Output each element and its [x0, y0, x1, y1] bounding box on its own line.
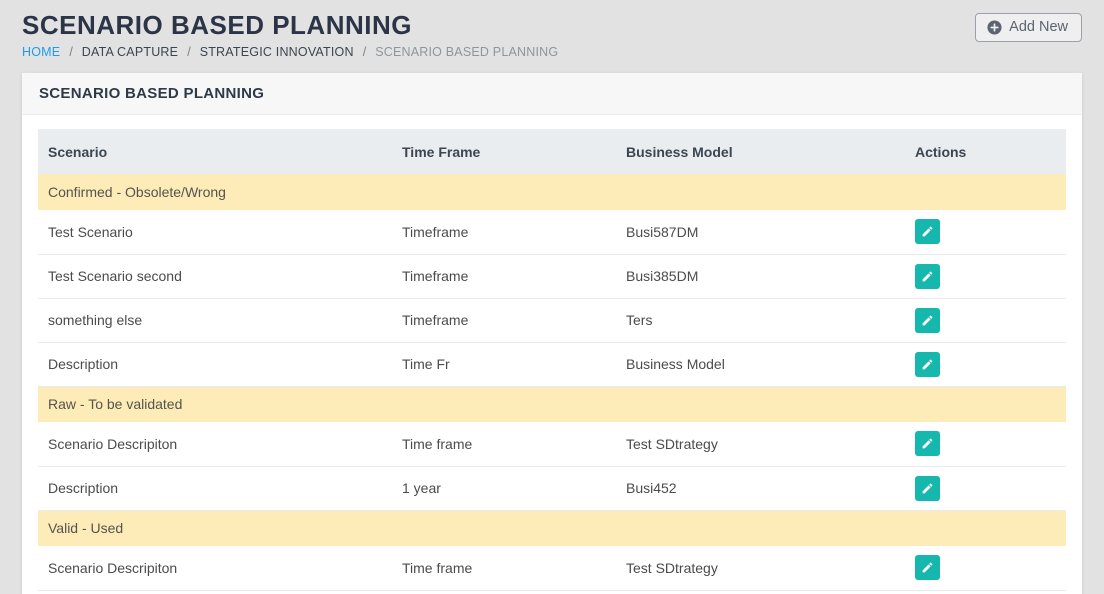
breadcrumb-data-capture[interactable]: DATA CAPTURE [81, 45, 179, 59]
breadcrumb-strategic-innovation[interactable]: STRATEGIC INNOVATION [199, 45, 354, 59]
top-header: SCENARIO BASED PLANNING HOME / DATA CAPT… [22, 8, 1082, 59]
cell-time-frame: Time Fr [392, 342, 616, 387]
add-new-button[interactable]: Add New [975, 13, 1082, 42]
cell-actions [905, 342, 1066, 387]
cell-time-frame: Time frame [392, 422, 616, 467]
pencil-icon [921, 437, 934, 450]
table-row: Scenario Descripiton Time frame Test SDt… [38, 422, 1066, 467]
cell-time-frame: 1 year [392, 466, 616, 511]
breadcrumb-home[interactable]: HOME [22, 45, 61, 59]
table-row: Description Time Fr Business Model [38, 342, 1066, 387]
cell-scenario: Scenario Descripiton [38, 422, 392, 467]
pencil-icon [921, 270, 934, 283]
cell-scenario: Description [38, 342, 392, 387]
table-row: Test Scenario second Timeframe Busi385DM [38, 254, 1066, 299]
cell-actions [905, 466, 1066, 511]
table-row: Description 1 year Busi452 [38, 466, 1066, 511]
group-label: Confirmed - Obsolete/Wrong [38, 174, 1066, 210]
breadcrumb-current-page: SCENARIO BASED PLANNING [375, 45, 559, 59]
edit-button[interactable] [915, 307, 940, 333]
page-title: SCENARIO BASED PLANNING [22, 10, 412, 40]
cell-scenario: Test Scenario second [38, 254, 392, 299]
column-header-business-model: Business Model [616, 129, 905, 174]
group-header-row: Raw - To be validated [38, 386, 1066, 422]
edit-button[interactable] [915, 475, 940, 501]
cell-time-frame: Timeframe [392, 254, 616, 299]
edit-button[interactable] [915, 431, 940, 457]
edit-button[interactable] [915, 219, 940, 245]
cell-actions [905, 254, 1066, 299]
cell-scenario: Description [38, 466, 392, 511]
breadcrumb: HOME / DATA CAPTURE / STRATEGIC INNOVATI… [22, 45, 1082, 59]
column-header-actions: Actions [905, 129, 1066, 174]
cell-actions [905, 210, 1066, 255]
cell-actions [905, 298, 1066, 343]
cell-actions [905, 546, 1066, 591]
breadcrumb-separator: / [362, 45, 367, 59]
table-row: Test Scenario Timeframe Busi587DM [38, 210, 1066, 255]
edit-button[interactable] [915, 351, 940, 377]
cell-time-frame: Timeframe [392, 210, 616, 255]
pencil-icon [921, 482, 934, 495]
cell-business-model: Busi385DM [616, 254, 905, 299]
scenario-table: Scenario Time Frame Business Model Actio… [38, 129, 1066, 591]
group-label: Valid - Used [38, 510, 1066, 546]
table-row: something else Timeframe Ters [38, 298, 1066, 343]
edit-button[interactable] [915, 263, 940, 289]
group-header-row: Confirmed - Obsolete/Wrong [38, 174, 1066, 210]
add-new-label: Add New [1009, 19, 1068, 35]
pencil-icon [921, 225, 934, 238]
column-header-scenario: Scenario [38, 129, 392, 174]
table-row: Scenario Descripiton Time frame Test SDt… [38, 546, 1066, 591]
cell-time-frame: Time frame [392, 546, 616, 591]
column-header-time-frame: Time Frame [392, 129, 616, 174]
cell-business-model: Test SDtrategy [616, 422, 905, 467]
card-header-title: SCENARIO BASED PLANNING [22, 73, 1082, 115]
table-body: Confirmed - Obsolete/Wrong Test Scenario… [38, 174, 1066, 591]
pencil-icon [921, 358, 934, 371]
cell-business-model: Busi587DM [616, 210, 905, 255]
plus-circle-icon [987, 19, 1002, 35]
cell-business-model: Busi452 [616, 466, 905, 511]
table-header-row: Scenario Time Frame Business Model Actio… [38, 129, 1066, 174]
cell-business-model: Ters [616, 298, 905, 343]
cell-scenario: something else [38, 298, 392, 343]
breadcrumb-separator: / [187, 45, 191, 59]
pencil-icon [921, 561, 934, 574]
pencil-icon [921, 314, 934, 327]
cell-business-model: Business Model [616, 342, 905, 387]
cell-business-model: Test SDtrategy [616, 546, 905, 591]
cell-time-frame: Timeframe [392, 298, 616, 343]
group-label: Raw - To be validated [38, 386, 1066, 422]
breadcrumb-separator: / [69, 45, 73, 59]
cell-actions [905, 422, 1066, 467]
edit-button[interactable] [915, 555, 940, 581]
content-card: SCENARIO BASED PLANNING Scenario Time Fr… [22, 73, 1082, 594]
cell-scenario: Test Scenario [38, 210, 392, 255]
card-body: Scenario Time Frame Business Model Actio… [22, 115, 1082, 594]
cell-scenario: Scenario Descripiton [38, 546, 392, 591]
group-header-row: Valid - Used [38, 510, 1066, 546]
